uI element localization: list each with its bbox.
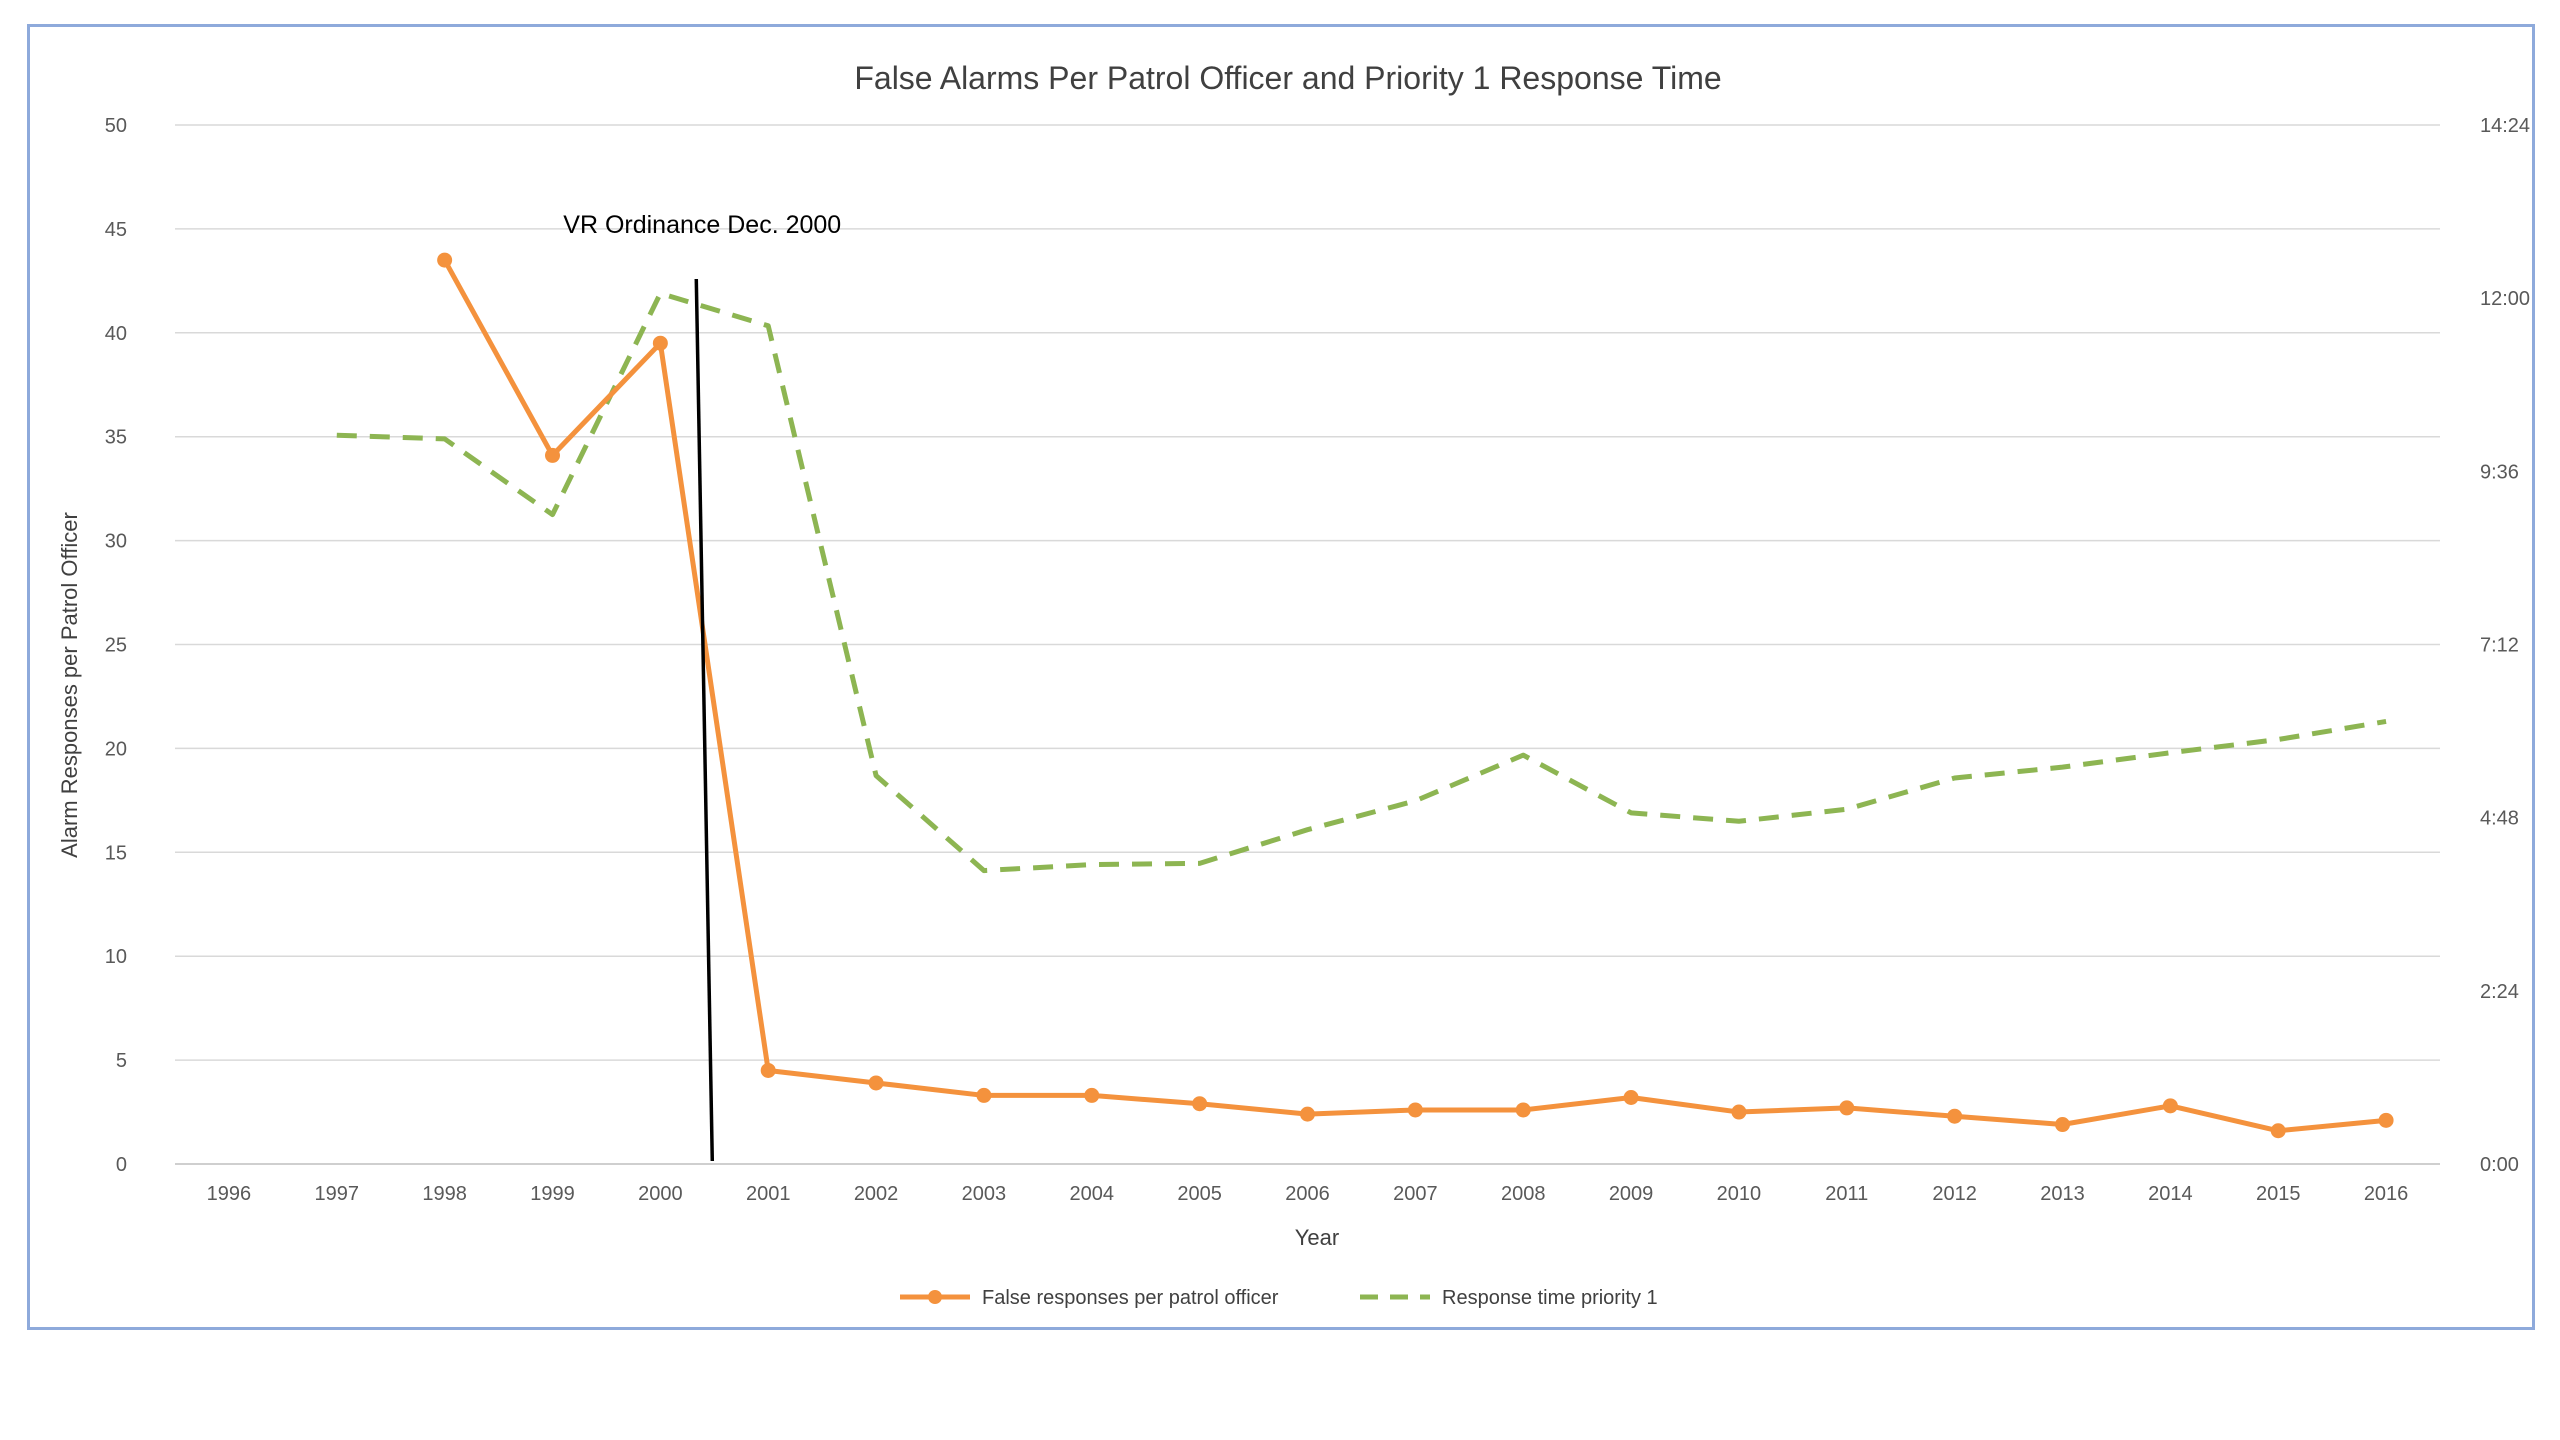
data-point-false-responses[interactable] bbox=[1731, 1104, 1747, 1120]
y2-tick-label: 2:24 bbox=[2480, 981, 2519, 1003]
x-tick-label: 2012 bbox=[1932, 1183, 1977, 1205]
data-point-false-responses[interactable] bbox=[1407, 1102, 1423, 1118]
y2-tick-label: 12:00 bbox=[2480, 288, 2530, 310]
y-axis-left: 0 5 10 15 20 25 30 35 40 45 50 bbox=[105, 115, 127, 1176]
y-tick-label: 0 bbox=[116, 1154, 127, 1176]
y-tick-label: 25 bbox=[105, 635, 127, 657]
x-tick-label: 2011 bbox=[1825, 1183, 1868, 1205]
annotation-layer: VR Ordinance Dec. 2000 bbox=[563, 211, 841, 1162]
x-tick-label: 2016 bbox=[2364, 1183, 2409, 1205]
data-point-false-responses[interactable] bbox=[2378, 1112, 2394, 1128]
y-tick-label: 45 bbox=[105, 219, 127, 241]
chart-frame: False Alarms Per Patrol Officer and Prio… bbox=[27, 24, 2535, 1330]
data-point-false-responses[interactable] bbox=[437, 252, 453, 268]
y-tick-label: 10 bbox=[105, 946, 127, 968]
y2-tick-label: 4:48 bbox=[2480, 808, 2519, 830]
vr-ordinance-annotation: VR Ordinance Dec. 2000 bbox=[563, 211, 841, 239]
data-point-false-responses[interactable] bbox=[1084, 1087, 1100, 1103]
data-point-false-responses[interactable] bbox=[545, 447, 560, 463]
x-tick-label: 2007 bbox=[1393, 1183, 1438, 1205]
y-tick-label: 20 bbox=[105, 738, 127, 760]
y-tick-label: 15 bbox=[105, 842, 127, 864]
x-tick-label: 2014 bbox=[2148, 1183, 2193, 1205]
y-axis-title: Alarm Responses per Patrol Officer bbox=[57, 512, 82, 858]
data-point-false-responses[interactable] bbox=[1947, 1108, 1963, 1124]
x-tick-label: 2006 bbox=[1285, 1183, 1330, 1205]
legend-item-response-time[interactable]: Response time priority 1 bbox=[1360, 1287, 1658, 1309]
legend-marker-false-responses bbox=[928, 1290, 942, 1304]
x-tick-label: 2002 bbox=[854, 1183, 899, 1205]
gridlines bbox=[175, 124, 2440, 1165]
x-tick-label: 2013 bbox=[2040, 1183, 2085, 1205]
data-point-false-responses[interactable] bbox=[1300, 1106, 1315, 1122]
legend-item-false-responses[interactable]: False responses per patrol officer bbox=[900, 1287, 1279, 1309]
data-point-false-responses[interactable] bbox=[1192, 1096, 1208, 1112]
y2-tick-label: 7:12 bbox=[2480, 635, 2519, 657]
data-point-false-responses[interactable] bbox=[868, 1075, 884, 1091]
x-axis: 1996 1997 1998 1999 2000 2001 2002 2003 2004 2005… bbox=[207, 1183, 2409, 1205]
y2-tick-label: 0:00 bbox=[2480, 1154, 2519, 1176]
series-line-false-responses bbox=[442, 258, 2387, 1134]
vr-ordinance-marker-line bbox=[694, 278, 715, 1162]
x-tick-label: 2003 bbox=[962, 1183, 1007, 1205]
data-point-false-responses[interactable] bbox=[652, 335, 668, 351]
data-point-false-responses[interactable] bbox=[2270, 1123, 2286, 1139]
y-axis-right: 0:00 2:24 4:48 7:12 9:36 12:00 14:24 bbox=[2480, 115, 2530, 1176]
chart-title: False Alarms Per Patrol Officer and Prio… bbox=[854, 60, 1721, 96]
x-tick-label: 2015 bbox=[2256, 1183, 2301, 1205]
y-tick-label: 35 bbox=[105, 427, 127, 449]
y-tick-label: 40 bbox=[105, 323, 127, 345]
y2-tick-label: 14:24 bbox=[2480, 115, 2530, 137]
data-point-false-responses[interactable] bbox=[2162, 1098, 2178, 1114]
y-tick-label: 50 bbox=[105, 115, 127, 137]
x-tick-label: 2010 bbox=[1717, 1183, 1762, 1205]
series-line-response-time bbox=[336, 290, 2387, 874]
x-tick-label: 2008 bbox=[1501, 1183, 1546, 1205]
x-tick-label: 1997 bbox=[315, 1183, 360, 1205]
series-layer bbox=[336, 252, 2394, 1139]
data-point-false-responses[interactable] bbox=[1839, 1100, 1855, 1116]
data-point-false-responses[interactable] bbox=[976, 1087, 992, 1103]
data-point-false-responses[interactable] bbox=[760, 1062, 776, 1078]
data-point-false-responses[interactable] bbox=[1515, 1102, 1531, 1118]
data-point-false-responses[interactable] bbox=[2055, 1117, 2070, 1133]
chart-canvas: False Alarms Per Patrol Officer and Prio… bbox=[57, 60, 2530, 1309]
legend-label-response-time: Response time priority 1 bbox=[1442, 1287, 1658, 1309]
x-tick-label: 1996 bbox=[207, 1183, 252, 1205]
legend-label-false-responses: False responses per patrol officer bbox=[982, 1287, 1279, 1309]
x-axis-title: Year bbox=[1295, 1225, 1339, 1250]
y-tick-label: 30 bbox=[105, 531, 127, 553]
x-tick-label: 2000 bbox=[638, 1183, 683, 1205]
x-tick-label: 1999 bbox=[530, 1183, 575, 1205]
x-tick-label: 2001 bbox=[746, 1183, 791, 1205]
x-tick-label: 2004 bbox=[1070, 1183, 1115, 1205]
y-tick-label: 5 bbox=[116, 1050, 127, 1072]
x-tick-label: 1998 bbox=[422, 1183, 467, 1205]
x-tick-label: 2009 bbox=[1609, 1183, 1654, 1205]
legend: False responses per patrol officer Respo… bbox=[900, 1287, 1658, 1309]
data-point-false-responses[interactable] bbox=[1623, 1090, 1639, 1106]
x-tick-label: 2005 bbox=[1177, 1183, 1222, 1205]
y2-tick-label: 9:36 bbox=[2480, 461, 2519, 483]
